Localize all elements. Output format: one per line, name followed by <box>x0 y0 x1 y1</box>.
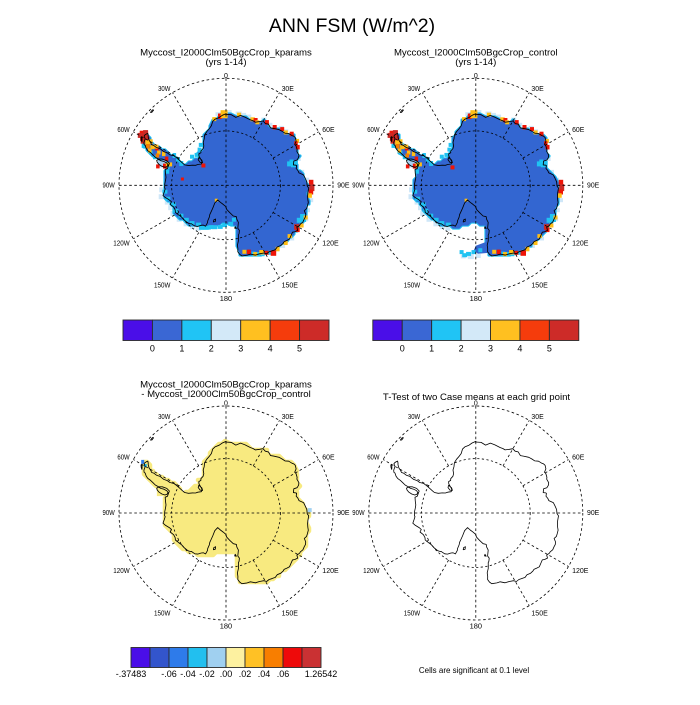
svg-text:150E: 150E <box>282 610 299 617</box>
svg-text:120E: 120E <box>572 568 589 575</box>
svg-text:90W: 90W <box>352 183 365 190</box>
svg-text:180: 180 <box>470 296 483 303</box>
svg-text:90W: 90W <box>103 183 116 190</box>
svg-text:4: 4 <box>268 344 273 354</box>
svg-text:60W: 60W <box>367 127 380 134</box>
svg-text:120E: 120E <box>322 240 339 247</box>
svg-text:180: 180 <box>220 624 233 631</box>
svg-text:(yrs 1-14): (yrs 1-14) <box>455 57 496 68</box>
svg-text:30E: 30E <box>531 414 544 421</box>
svg-text:150E: 150E <box>531 610 548 617</box>
svg-text:60E: 60E <box>322 455 335 462</box>
svg-text:.06: .06 <box>277 669 290 679</box>
svg-text:5: 5 <box>297 344 302 354</box>
svg-text:30W: 30W <box>408 86 421 93</box>
svg-text:Myccost_I2000Clm50BgcCrop_kpar: Myccost_I2000Clm50BgcCrop_kparams <box>140 48 312 59</box>
svg-text:30E: 30E <box>531 86 544 93</box>
svg-text:30W: 30W <box>158 414 171 421</box>
svg-text:120E: 120E <box>322 568 339 575</box>
svg-text:30E: 30E <box>282 86 295 93</box>
svg-text:60W: 60W <box>117 455 130 462</box>
svg-text:60E: 60E <box>572 127 585 134</box>
svg-text:60W: 60W <box>117 127 130 134</box>
svg-text:T-Test of two Case means at ea: T-Test of two Case means at each grid po… <box>383 392 571 403</box>
svg-text:2: 2 <box>459 344 464 354</box>
svg-text:120W: 120W <box>363 568 380 575</box>
svg-text:0: 0 <box>474 73 478 80</box>
svg-text:150W: 150W <box>154 283 171 290</box>
svg-text:.02: .02 <box>239 669 252 679</box>
svg-text:-.06: -.06 <box>161 669 177 679</box>
svg-text:0: 0 <box>474 401 478 408</box>
svg-text:1.26542: 1.26542 <box>305 669 338 679</box>
svg-text:120W: 120W <box>113 240 130 247</box>
svg-text:.04: .04 <box>258 669 271 679</box>
svg-text:1: 1 <box>179 344 184 354</box>
svg-text:60E: 60E <box>572 455 585 462</box>
svg-text:0: 0 <box>400 344 405 354</box>
svg-text:30W: 30W <box>408 414 421 421</box>
svg-text:30E: 30E <box>282 414 295 421</box>
svg-text:150W: 150W <box>404 283 421 290</box>
svg-text:120E: 120E <box>572 240 589 247</box>
svg-text:90E: 90E <box>337 510 350 517</box>
svg-text:2: 2 <box>209 344 214 354</box>
svg-text:0: 0 <box>150 344 155 354</box>
svg-text:0: 0 <box>224 73 228 80</box>
svg-text:0: 0 <box>224 401 228 408</box>
svg-text:150E: 150E <box>531 283 548 290</box>
svg-text:150E: 150E <box>282 283 299 290</box>
svg-text:90W: 90W <box>352 510 365 517</box>
svg-text:180: 180 <box>470 624 483 631</box>
svg-text:90E: 90E <box>587 510 600 517</box>
svg-text:Myccost_I2000Clm50BgcCrop_kpar: Myccost_I2000Clm50BgcCrop_kparams <box>140 380 312 391</box>
svg-text:90E: 90E <box>587 183 600 190</box>
svg-text:90W: 90W <box>103 510 116 517</box>
svg-text:60W: 60W <box>367 455 380 462</box>
svg-text:30W: 30W <box>158 86 171 93</box>
svg-text:150W: 150W <box>154 610 171 617</box>
svg-text:3: 3 <box>488 344 493 354</box>
svg-text:60E: 60E <box>322 127 335 134</box>
svg-text:Cells are significant at 0.1 l: Cells are significant at 0.1 level <box>419 666 530 675</box>
svg-text:5: 5 <box>547 344 552 354</box>
svg-text:3: 3 <box>238 344 243 354</box>
svg-text:90E: 90E <box>337 183 350 190</box>
svg-text:ANN FSM (W/m^2): ANN FSM (W/m^2) <box>269 15 435 37</box>
svg-text:(yrs 1-14): (yrs 1-14) <box>205 57 246 68</box>
svg-text:4: 4 <box>517 344 522 354</box>
svg-text:150W: 150W <box>404 610 421 617</box>
svg-text:-.02: -.02 <box>199 669 215 679</box>
svg-text:-.04: -.04 <box>180 669 196 679</box>
svg-text:120W: 120W <box>363 240 380 247</box>
svg-text:.00: .00 <box>220 669 233 679</box>
svg-text:- Myccost_I2000Clm50BgcCrop_co: - Myccost_I2000Clm50BgcCrop_control <box>141 389 311 400</box>
svg-text:1: 1 <box>429 344 434 354</box>
svg-text:-.37483: -.37483 <box>116 669 147 679</box>
svg-text:Myccost_I2000Clm50BgcCrop_cont: Myccost_I2000Clm50BgcCrop_control <box>394 48 558 59</box>
svg-text:180: 180 <box>220 296 233 303</box>
svg-text:120W: 120W <box>113 568 130 575</box>
